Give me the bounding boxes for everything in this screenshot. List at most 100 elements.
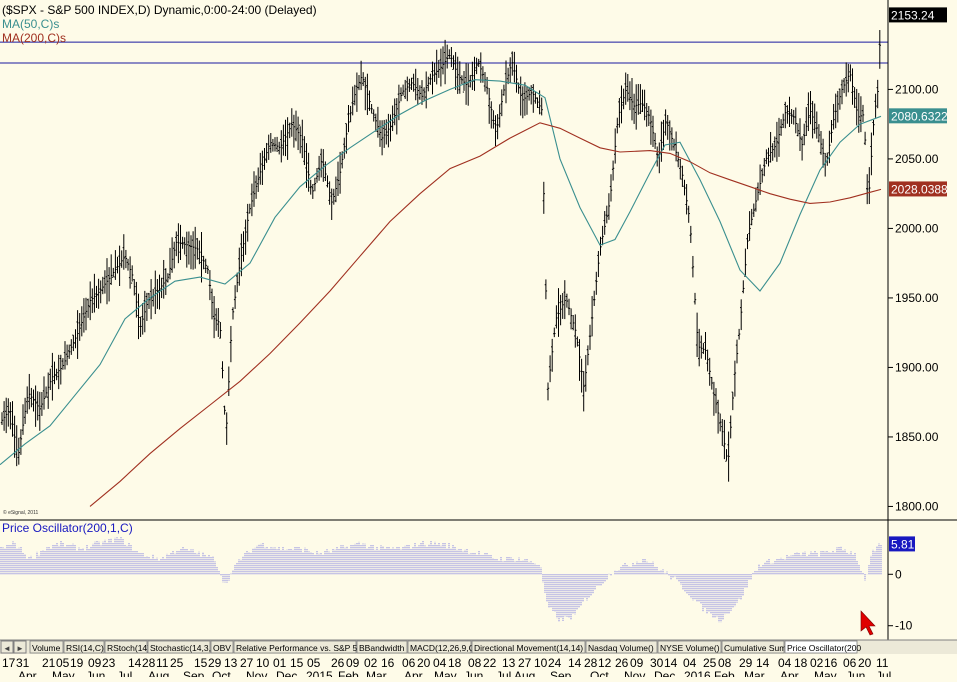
scroll-right-icon: ► [16, 644, 24, 653]
price-bar [740, 299, 743, 331]
price-panel[interactable] [0, 30, 888, 507]
price-tick-label: 1950.00 [895, 291, 939, 305]
price-bar [2, 401, 6, 431]
date-day-label: 13 [224, 656, 238, 670]
price-bar [406, 76, 409, 102]
price-tag-label: 2028.0388 [891, 182, 948, 196]
price-bar [731, 391, 734, 411]
indicator-tab[interactable]: MACD(12,26,9,C) [407, 640, 478, 654]
price-bar [698, 328, 701, 367]
price-bar [246, 203, 249, 242]
price-bar [49, 368, 52, 391]
indicator-tab[interactable]: Volume [29, 640, 64, 654]
price-bar [242, 231, 245, 262]
price-bar [527, 86, 531, 101]
price-bar [338, 151, 342, 194]
price-bar [788, 96, 791, 127]
price-bar [341, 151, 344, 169]
price-bar [231, 307, 235, 320]
indicator-tab-label: OBV [213, 643, 231, 653]
indicator-tabs: Volume RSI(14,C) RStoch(14) Stochastic(14,3… [29, 640, 861, 654]
scroll-right-button[interactable]: ► [13, 640, 27, 654]
indicator-tab[interactable]: Stochastic(14,3,3) [147, 640, 219, 654]
price-bar [374, 113, 377, 132]
price-bar [771, 143, 774, 161]
oscillator-tick-labels: 0 -10 5.81 [888, 536, 915, 633]
price-bar [582, 370, 585, 412]
indicator-tab[interactable]: RStoch(14) [104, 640, 150, 654]
price-bar [313, 177, 317, 192]
price-bar [137, 293, 140, 340]
price-tag: 2028.0388 [889, 181, 948, 197]
price-bar [324, 161, 327, 182]
price-bar [86, 298, 90, 318]
date-day-label: 16 [824, 656, 838, 670]
indicator-tab[interactable]: RSI(14,C) [63, 640, 105, 654]
price-bar [798, 118, 802, 151]
price-bar [450, 46, 453, 68]
price-axis[interactable]: 1800.00 1850.00 1900.00 1950.00 2000.00 2050.… [0, 0, 957, 640]
price-bar [868, 167, 871, 205]
indicator-tab[interactable]: Price Oscillator(200 [784, 640, 861, 654]
price-bar [548, 355, 552, 383]
price-bar [9, 402, 12, 430]
scroll-left-button[interactable]: ◄ [0, 640, 14, 654]
price-bar [177, 223, 180, 264]
price-bar [448, 49, 451, 60]
price-bar [607, 193, 611, 220]
indicator-tab[interactable]: NYSE Volume() [657, 640, 722, 654]
price-bar [807, 92, 810, 132]
price-bar [217, 307, 220, 337]
price-bar [181, 236, 184, 249]
indicator-tab[interactable]: Relative Performance vs. S&P 500 [233, 640, 367, 654]
oscillator-tick-label: 0 [895, 567, 902, 581]
price-bar [769, 131, 772, 163]
price-bar [95, 285, 98, 308]
price-bar [805, 107, 808, 137]
price-bar [212, 296, 216, 339]
price-bar [328, 181, 331, 205]
price-bar [559, 294, 562, 326]
indicator-tab[interactable]: Cumulative Sum [721, 640, 786, 654]
price-bar [662, 119, 665, 150]
price-bar [437, 59, 440, 78]
date-day-label: 25 [170, 656, 184, 670]
price-bar [616, 117, 619, 134]
indicator-tab[interactable]: OBV [210, 640, 234, 654]
date-day-label: 14 [756, 656, 770, 670]
price-tick-labels: 1800.00 1850.00 1900.00 1950.00 2000.00 2050.… [888, 82, 939, 513]
price-bar [779, 119, 783, 136]
date-month-label: May [814, 669, 837, 677]
price-bar [416, 77, 419, 106]
price-bar [540, 97, 543, 116]
date-day-label: 27 [240, 656, 254, 670]
price-bar [372, 109, 375, 122]
price-bar [187, 231, 191, 265]
indicator-tab-label: RSI(14,C) [66, 643, 104, 653]
price-bar [572, 315, 575, 331]
indicator-tab[interactable]: BBandwidth [356, 640, 408, 654]
price-bar [145, 292, 149, 321]
oscillator-panel[interactable] [0, 536, 882, 623]
indicator-tab[interactable]: Nasdaq Volume() [585, 640, 658, 654]
date-month-label: Apr [18, 669, 37, 677]
price-bar [422, 87, 426, 101]
ma50-line [0, 79, 882, 466]
price-bar [32, 389, 35, 412]
price-bar [821, 138, 825, 168]
price-bar [727, 431, 730, 482]
date-month-label: Nov [246, 669, 267, 677]
date-day-label: 10 [534, 656, 548, 670]
copyright-note: © eSignal, 2011 [3, 509, 39, 516]
price-bar [17, 437, 20, 465]
price-bar [853, 87, 856, 108]
oscillator-tick-label: -10 [895, 619, 913, 633]
price-bar [366, 73, 369, 116]
price-bar [299, 124, 302, 154]
oscillator-tag-label: 5.81 [891, 537, 915, 551]
price-bar [53, 361, 56, 385]
price-bar [815, 111, 818, 139]
price-bar [401, 84, 405, 96]
indicator-tab[interactable]: Directional Movement(14,14) [471, 640, 586, 654]
